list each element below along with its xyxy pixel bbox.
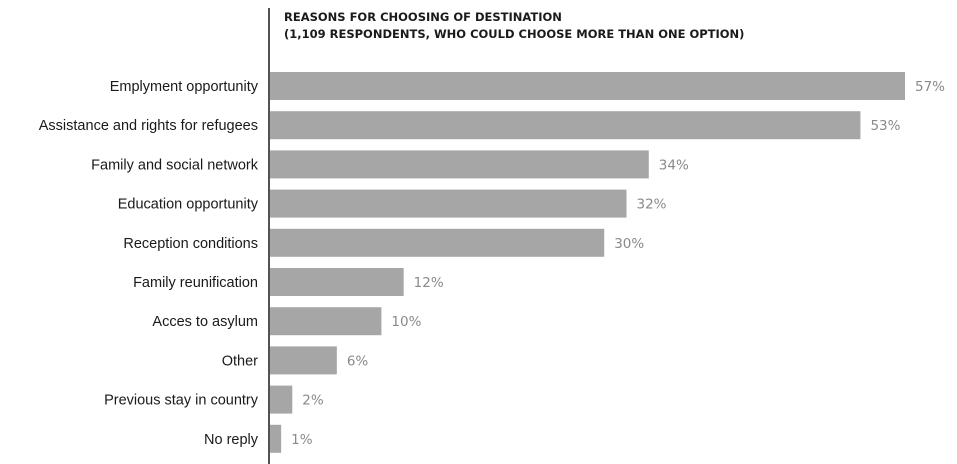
category-label-7: Other — [222, 353, 258, 369]
bar-6 — [270, 307, 382, 336]
value-label-1: 53% — [870, 118, 900, 134]
bar-0 — [270, 72, 905, 100]
category-label-2: Family and social network — [91, 157, 259, 173]
value-label-4: 30% — [614, 236, 644, 252]
category-label-3: Education opportunity — [118, 197, 259, 213]
value-label-3: 32% — [636, 197, 666, 213]
value-label-7: 6% — [347, 353, 369, 369]
bars-group — [270, 72, 905, 453]
value-label-0: 57% — [915, 79, 945, 95]
category-labels: Emplyment opportunity Assistance and righ… — [39, 79, 259, 448]
category-label-0: Emplyment opportunity — [110, 79, 259, 95]
category-label-5: Family reunification — [133, 275, 258, 291]
value-label-5: 12% — [414, 275, 444, 291]
category-label-1: Assistance and rights for refugees — [39, 118, 258, 134]
chart-title: REASONS FOR CHOOSING OF DESTINATION (1,1… — [284, 10, 744, 41]
bar-8 — [270, 385, 293, 414]
category-label-6: Acces to asylum — [152, 314, 258, 330]
category-label-4: Reception conditions — [123, 236, 258, 252]
bar-3 — [270, 189, 627, 218]
bar-2 — [270, 150, 649, 179]
bar-4 — [270, 228, 605, 257]
value-label-9: 1% — [291, 432, 313, 448]
value-label-2: 34% — [659, 157, 689, 173]
bar-5 — [270, 268, 404, 296]
category-label-9: No reply — [204, 432, 259, 448]
bar-9 — [270, 424, 282, 453]
category-label-8: Previous stay in country — [104, 393, 259, 409]
value-label-8: 2% — [302, 393, 324, 409]
chart-title-line-1: REASONS FOR CHOOSING OF DESTINATION — [284, 10, 562, 24]
value-labels: 57% 53% 34% 32% 30% 12% 10% 6% 2% 1% — [291, 79, 945, 448]
bar-1 — [270, 111, 861, 140]
chart-title-line-2: (1,109 RESPONDENTS, WHO COULD CHOOSE MOR… — [284, 27, 744, 41]
value-label-6: 10% — [391, 314, 421, 330]
bar-7 — [270, 346, 337, 375]
